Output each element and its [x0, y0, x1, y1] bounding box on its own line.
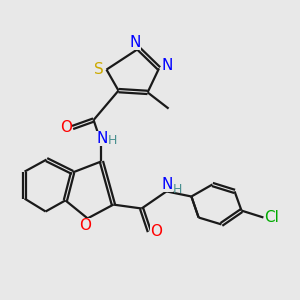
Text: O: O [150, 224, 162, 239]
Text: H: H [173, 183, 183, 196]
Text: O: O [79, 218, 91, 233]
Text: N: N [161, 177, 173, 192]
Text: N: N [130, 35, 141, 50]
Text: H: H [108, 134, 118, 148]
Text: S: S [94, 62, 104, 77]
Text: N: N [96, 130, 108, 146]
Text: Cl: Cl [264, 210, 279, 225]
Text: N: N [162, 58, 173, 73]
Text: O: O [60, 120, 72, 135]
